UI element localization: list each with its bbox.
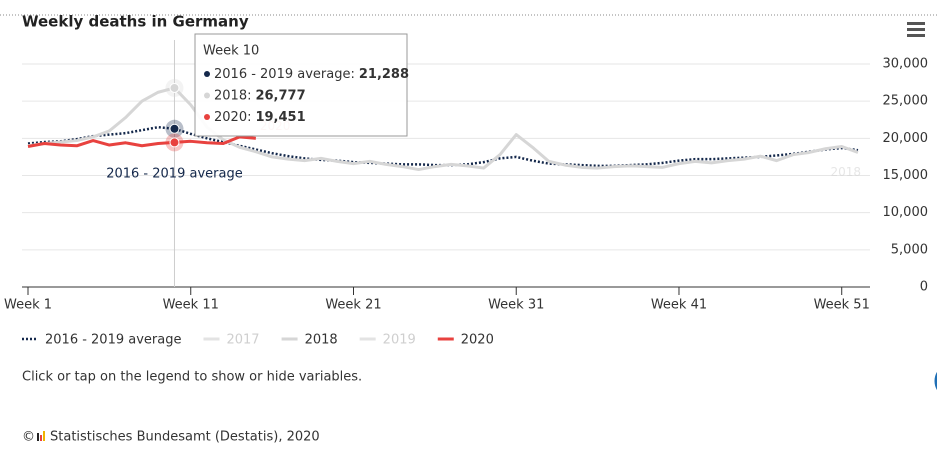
logo-bar	[37, 433, 39, 441]
tooltip-label: 2016 - 2019 average:	[214, 67, 355, 82]
series-label: 2018	[830, 165, 861, 179]
tooltip-item: 2020: 19,451	[214, 110, 306, 125]
plot: 0 5,000 10,000 15,000 20,000 25,000 30,000 Week…	[4, 33, 929, 348]
menu-bar	[907, 22, 925, 25]
tooltip-bullet	[204, 114, 210, 120]
copyright: ©	[22, 430, 35, 445]
y-tick-label: 25,000	[883, 94, 929, 109]
tooltip: Week 10 2016 - 2019 average: 21,288 2018: 26…	[194, 33, 409, 137]
tooltip-item: 2018: 26,777	[214, 88, 306, 103]
series-line	[27, 86, 859, 172]
note: Click or tap on the legend to show or hi…	[22, 370, 362, 385]
tooltip-bullet	[204, 92, 210, 99]
x-tick-label: Week 51	[814, 298, 870, 313]
tooltip-label: 2020:	[214, 110, 251, 125]
y-tick-label: 30,000	[883, 57, 929, 72]
credit: Statistisches Bundesamt (Destatis), 2020	[50, 430, 320, 445]
legend-item[interactable]: 2018	[281, 333, 338, 348]
series-label: 2016 - 2019 average	[106, 167, 242, 182]
menu-icon[interactable]	[907, 22, 925, 37]
y-tick-label: 15,000	[883, 168, 929, 183]
legend-label: 2019	[383, 333, 416, 348]
logo-bar	[40, 435, 42, 441]
tooltip-value: 21,288	[359, 67, 409, 82]
destatis-logo	[37, 431, 45, 441]
series-line	[27, 135, 256, 148]
x-tick-label: Week 11	[163, 298, 219, 313]
x-tick-label: Week 31	[488, 298, 544, 313]
menu-bar	[907, 34, 925, 37]
legend-item[interactable]: 2019	[359, 333, 416, 348]
legend-label: 2018	[305, 333, 338, 348]
y-tick-label: 5,000	[891, 242, 928, 257]
tooltip-item: 2016 - 2019 average: 21,288	[214, 67, 409, 82]
hover-point	[169, 82, 180, 93]
x-tick-label: Week 21	[325, 298, 381, 313]
y-tick-label: 10,000	[883, 205, 929, 220]
legend-item[interactable]: 2017	[203, 333, 260, 348]
chart-title: Weekly deaths in Germany	[22, 13, 249, 31]
hover-point	[169, 137, 180, 148]
menu-bar	[907, 28, 925, 31]
logo-bar	[43, 431, 45, 441]
chat-button[interactable]	[934, 365, 937, 397]
tooltip-value: 26,777	[255, 88, 305, 103]
tooltip-label: 2018:	[214, 88, 251, 103]
legend-item[interactable]: 2020	[437, 333, 494, 348]
x-tick-label: Week 1	[4, 298, 52, 313]
tooltip-title: Week 10	[203, 44, 259, 59]
x-tick-label: Week 41	[651, 298, 707, 313]
y-tick-label: 0	[920, 280, 928, 295]
tooltip-value: 19,451	[255, 110, 305, 125]
legend-label: 2017	[226, 333, 259, 348]
legend-label: 2016 - 2019 average	[45, 333, 181, 348]
y-tick-label: 20,000	[883, 131, 929, 146]
tooltip-box	[194, 33, 408, 137]
legend-item[interactable]: 2016 - 2019 average	[22, 333, 181, 348]
hover-point	[169, 123, 180, 134]
tooltip-bullet	[204, 71, 210, 77]
legend-label: 2020	[461, 333, 494, 348]
